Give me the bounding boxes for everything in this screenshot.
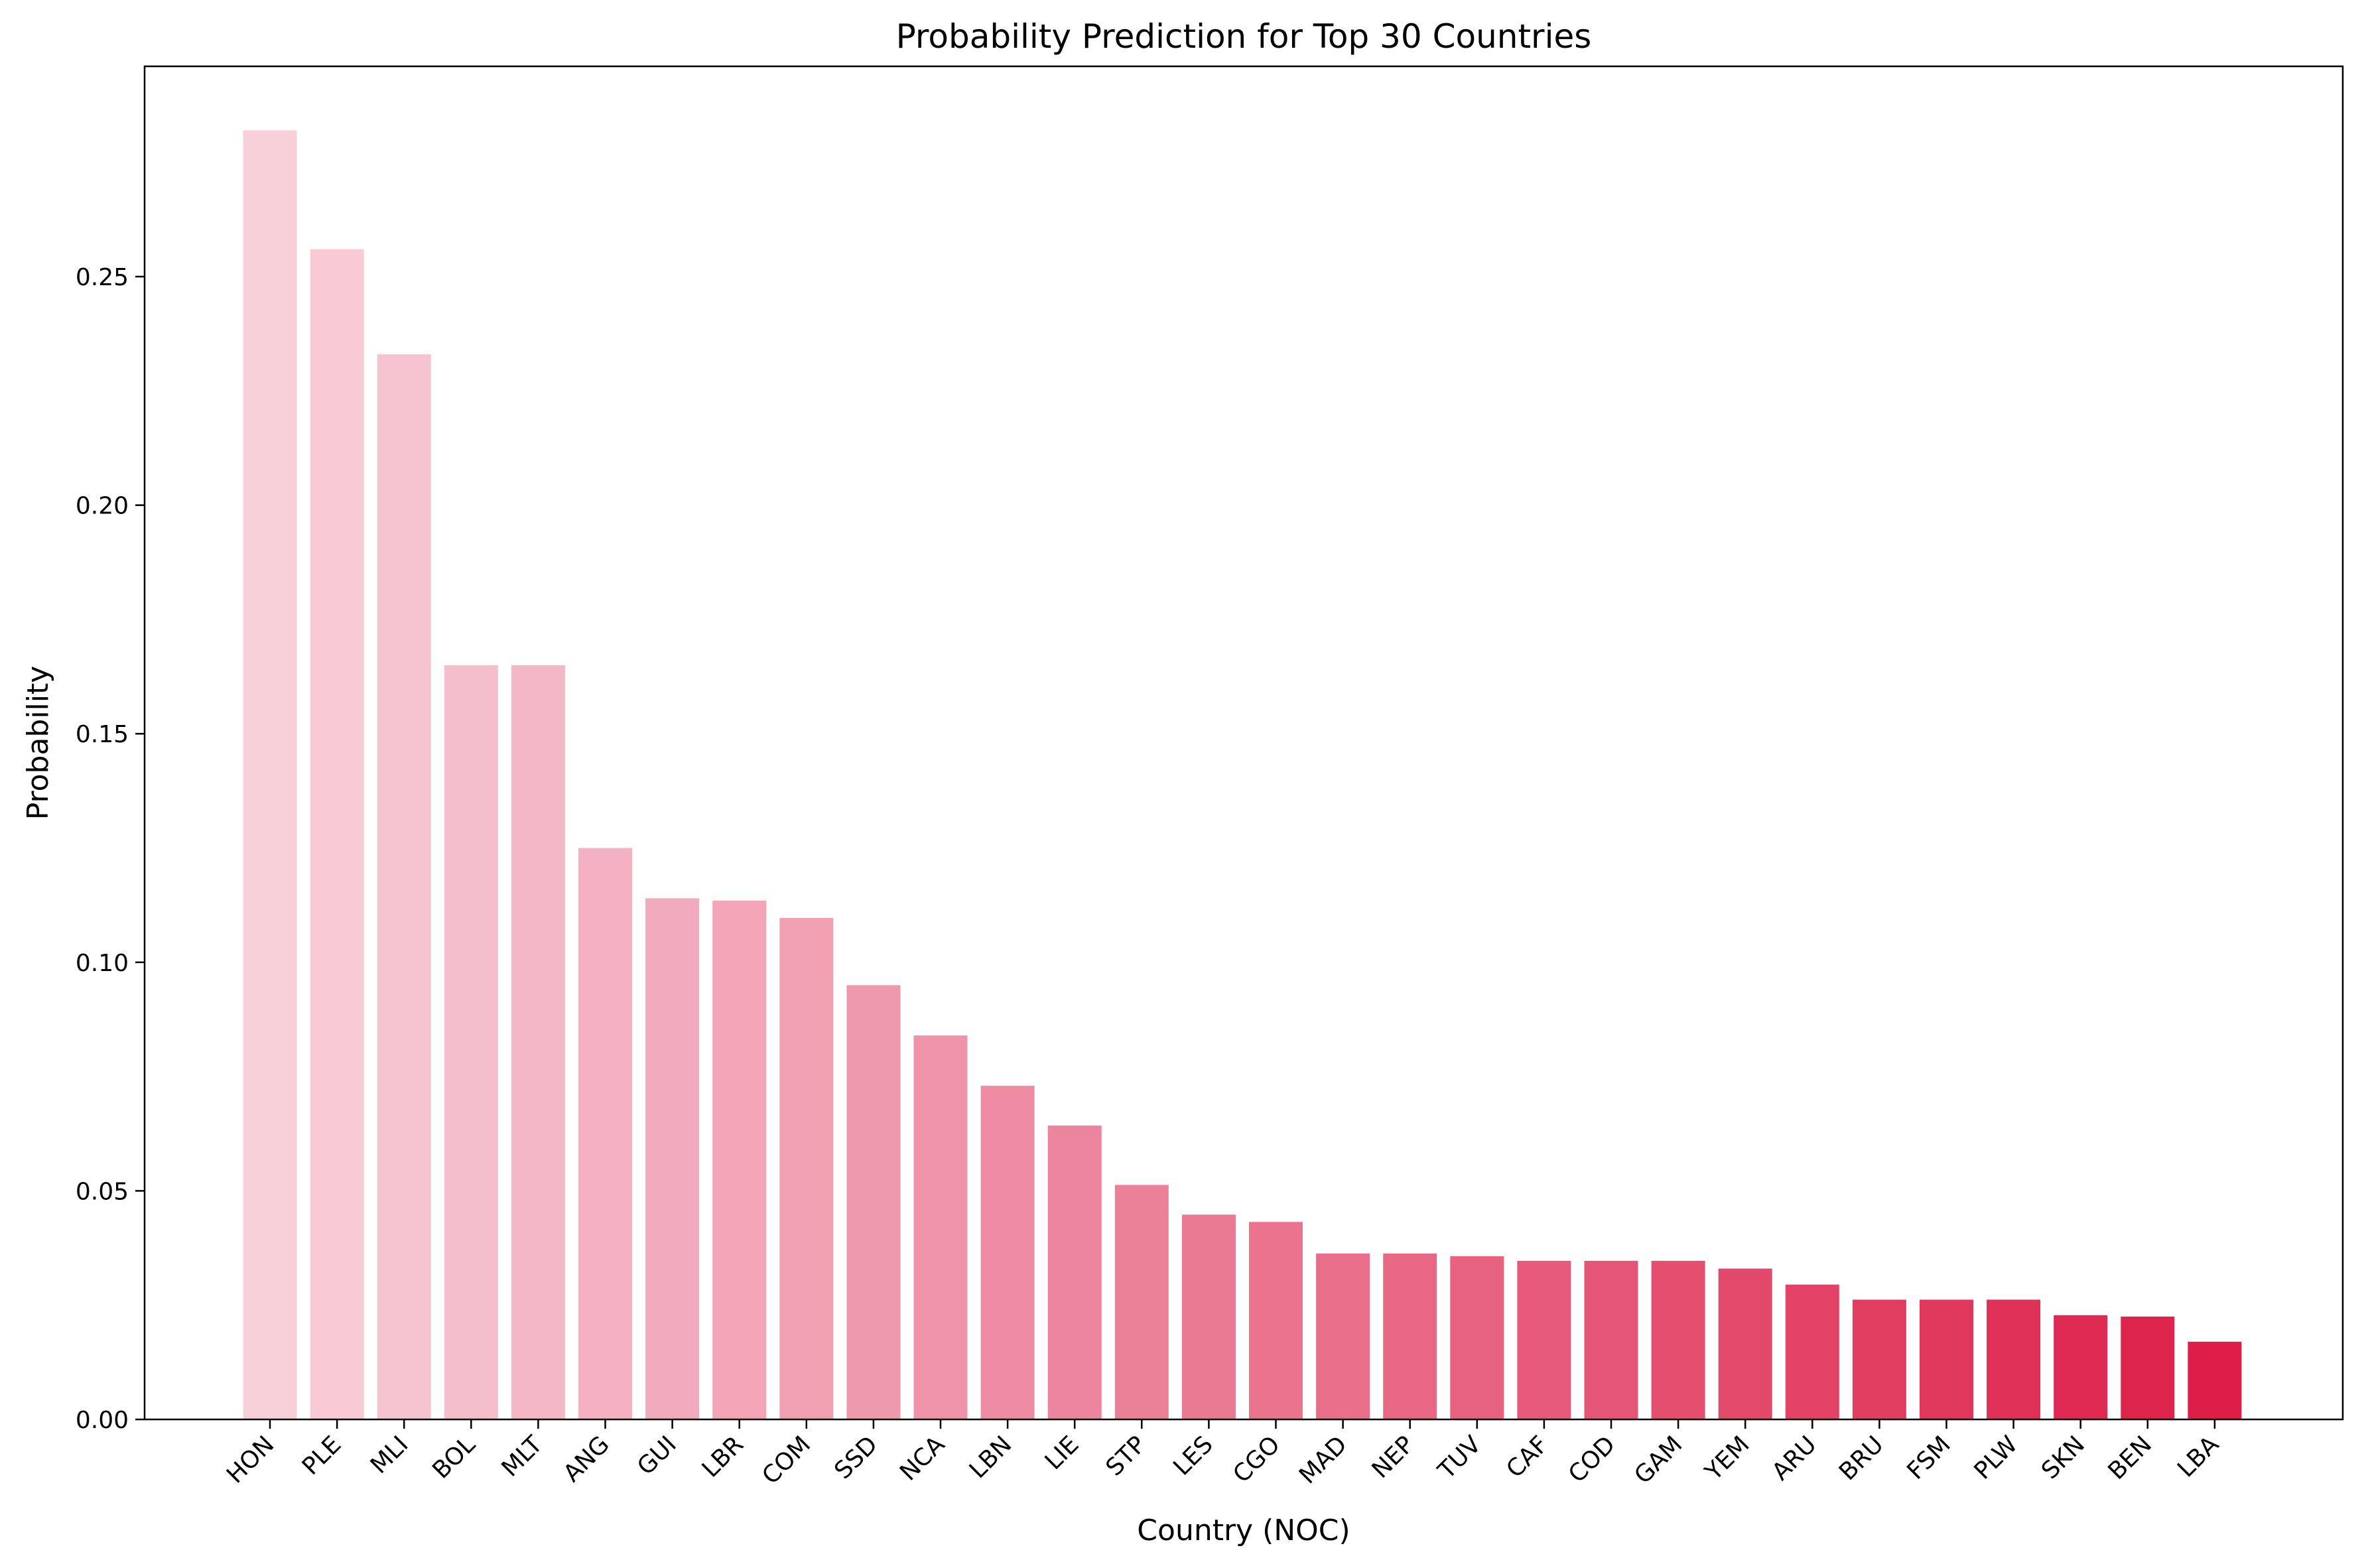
x-tick-label: PLE (297, 1431, 347, 1480)
bar-com (779, 917, 834, 1419)
x-tick-label: TUV (1433, 1431, 1487, 1485)
x-tick-label: COD (1563, 1431, 1620, 1488)
bar-bru (1852, 1299, 1906, 1419)
bar-les (1181, 1214, 1236, 1419)
x-tick-label: NEP (1367, 1431, 1419, 1483)
x-tick-label: FSM (1902, 1431, 1956, 1484)
x-tick-label: LBR (697, 1431, 749, 1482)
x-tick-label: YEM (1699, 1431, 1754, 1486)
x-tick-label: HON (222, 1431, 279, 1488)
bar-lbn (980, 1085, 1035, 1419)
bar-fsm (1920, 1299, 1973, 1419)
x-tick-label: COM (757, 1431, 816, 1490)
x-tick-label: ARU (1767, 1431, 1822, 1486)
x-tick-label: GAM (1629, 1431, 1687, 1489)
x-tick-label: MLI (365, 1431, 414, 1479)
bar-caf (1517, 1260, 1571, 1419)
x-axis-label: Country (NOC) (1137, 1514, 1350, 1547)
y-axis-label: Probability (21, 666, 55, 820)
x-tick-label: BEN (2103, 1431, 2158, 1485)
x-tick-label: LBA (2172, 1431, 2224, 1482)
y-tick-label: 0.05 (76, 1178, 129, 1205)
y-axis-ticks: 0.00 0.05 0.10 0.15 0.20 0.25 (76, 264, 145, 1434)
x-tick-label: SSD (829, 1431, 883, 1484)
bar-cod (1584, 1260, 1638, 1419)
bar-yem (1718, 1268, 1772, 1419)
bar-nep (1383, 1253, 1437, 1419)
x-tick-label: ANG (558, 1431, 615, 1487)
bar-nca (913, 1035, 968, 1419)
bar-gam (1651, 1260, 1705, 1419)
bar-mlt (511, 665, 565, 1419)
bar-ssd (846, 985, 901, 1419)
bar-lbr (712, 900, 767, 1419)
bar-stp (1114, 1185, 1169, 1419)
bar-cgo (1249, 1222, 1303, 1419)
x-tick-label: MLT (497, 1431, 549, 1482)
bar-lie (1047, 1125, 1102, 1419)
x-tick-label: LIE (1040, 1431, 1084, 1475)
bar-plw (1987, 1299, 2041, 1419)
x-tick-label: CGO (1228, 1431, 1285, 1488)
y-tick-label: 0.10 (76, 950, 129, 977)
bar-ple (310, 249, 364, 1420)
x-tick-label: CAF (1501, 1431, 1553, 1483)
bar-gui (645, 898, 700, 1419)
x-tick-label: STP (1101, 1431, 1151, 1481)
x-tick-label: LBN (964, 1431, 1018, 1484)
bars-group (243, 130, 2242, 1420)
x-tick-label: LES (1168, 1431, 1218, 1480)
x-tick-label: GUI (632, 1431, 682, 1480)
y-tick-label: 0.20 (76, 493, 129, 520)
y-tick-label: 0.25 (76, 264, 129, 291)
x-tick-label: MAD (1294, 1431, 1352, 1489)
bar-ben (2121, 1316, 2175, 1419)
x-tick-label: SKN (2036, 1431, 2090, 1484)
x-tick-label: BOL (427, 1431, 480, 1484)
bar-tuv (1450, 1256, 1504, 1419)
plot-frame (143, 65, 2344, 1421)
bar-aru (1785, 1284, 1839, 1419)
bar-ang (578, 848, 632, 1419)
x-axis-ticks: HON PLE MLI BOL MLT ANG GUI LBR COM SSD NCA LBN LIE S… (222, 1419, 2225, 1490)
bar-mli (377, 354, 431, 1419)
x-tick-label: NCA (895, 1431, 950, 1486)
y-tick-label: 0.15 (76, 721, 129, 748)
bar-bol (444, 665, 498, 1419)
bar-hon (243, 130, 297, 1420)
x-tick-label: PLW (1969, 1431, 2023, 1484)
y-tick-label: 0.00 (76, 1407, 129, 1434)
bar-mad (1316, 1253, 1370, 1419)
chart-title: Probability Prediction for Top 30 Countr… (896, 17, 1592, 56)
bar-skn (2054, 1315, 2108, 1419)
x-tick-label: BRU (1834, 1431, 1889, 1486)
bar-lba (2188, 1341, 2242, 1419)
